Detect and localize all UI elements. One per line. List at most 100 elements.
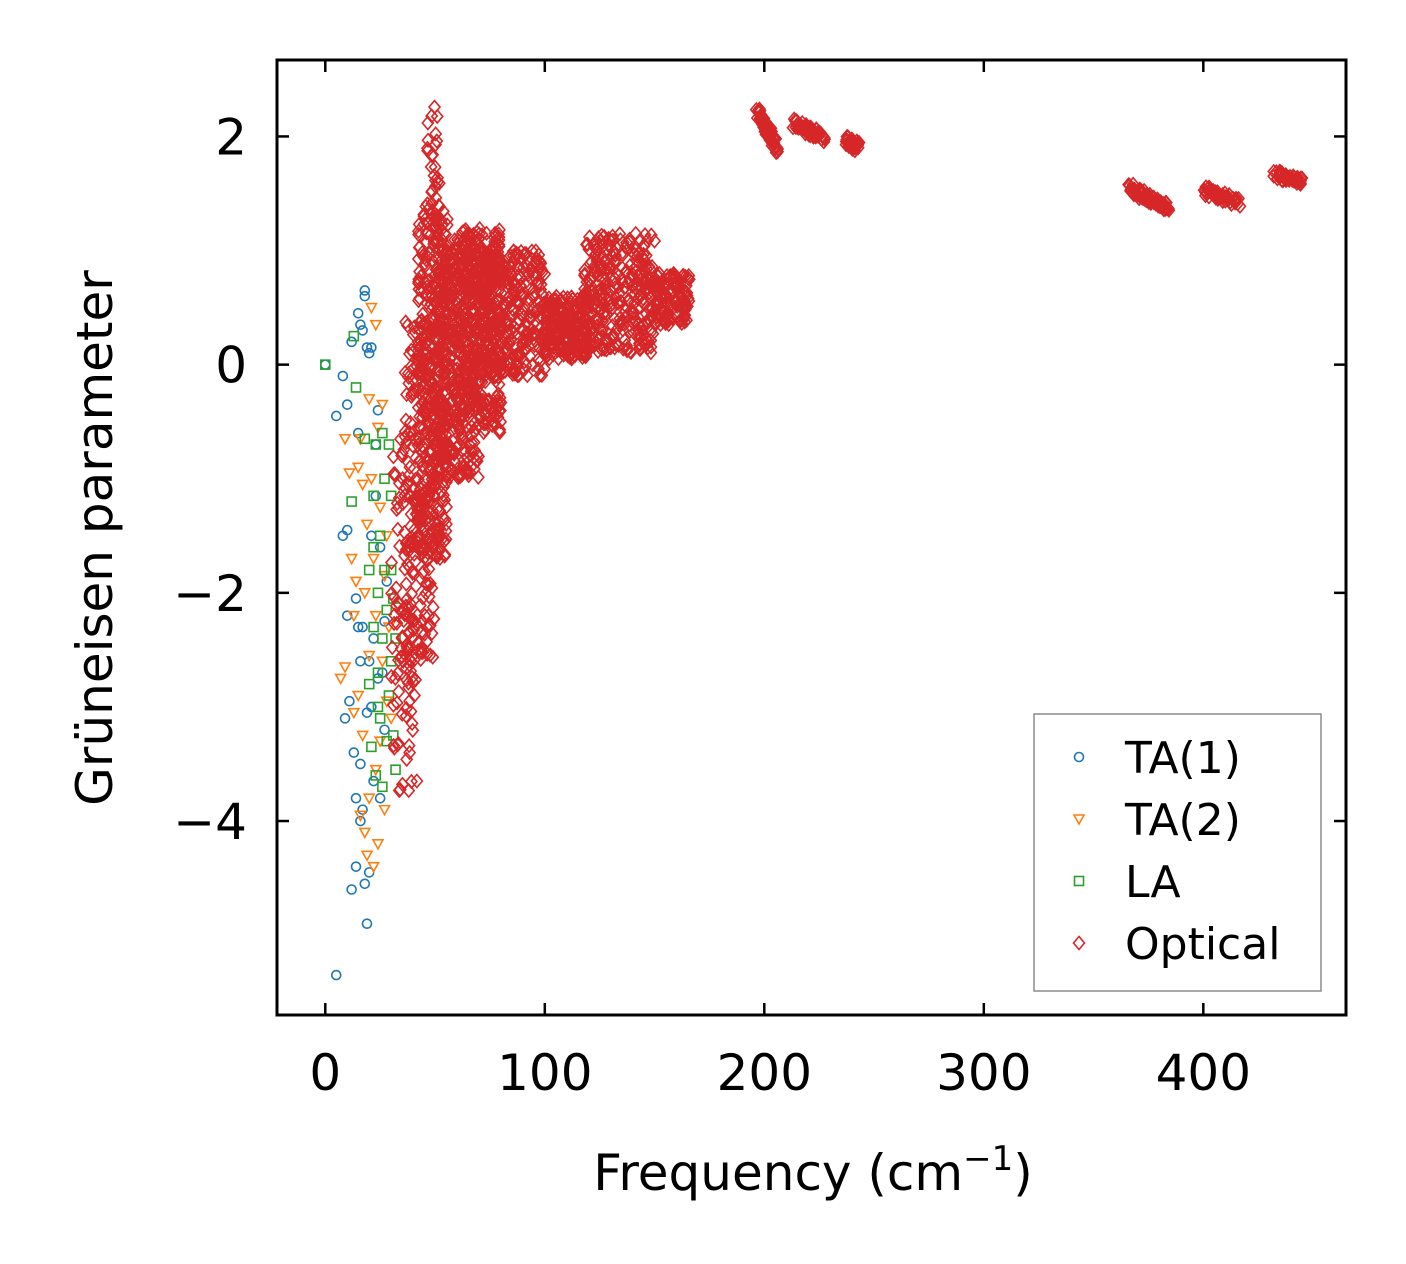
data-point [430, 234, 444, 251]
data-point [477, 305, 491, 321]
data-point [620, 234, 634, 251]
data-point [361, 342, 373, 353]
data-point [1197, 182, 1211, 198]
data-point [363, 655, 375, 667]
data-point [658, 288, 672, 304]
data-point [422, 379, 436, 396]
data-point [480, 252, 494, 268]
data-point [431, 470, 445, 486]
data-point [427, 611, 441, 627]
data-point [763, 124, 777, 141]
data-point [598, 271, 613, 288]
data-point [493, 359, 507, 376]
x-axis-label: Frequency (cm−1) [593, 1139, 1033, 1202]
data-point [357, 621, 368, 633]
data-point [597, 341, 611, 357]
data-point [493, 348, 507, 365]
data-point [356, 730, 369, 743]
data-point [319, 359, 331, 370]
data-point [460, 270, 474, 287]
data-point [761, 119, 775, 135]
data-point [343, 468, 356, 480]
data-point [392, 596, 406, 612]
data-point [403, 414, 417, 431]
data-point [352, 427, 364, 439]
data-point [412, 527, 426, 543]
data-point [429, 295, 444, 312]
data-point [529, 250, 543, 267]
data-point [542, 337, 556, 353]
data-point [417, 550, 432, 566]
data-point [366, 741, 377, 753]
data-point [413, 500, 427, 517]
data-point [356, 479, 369, 492]
data-point [416, 539, 430, 556]
data-point [468, 241, 482, 257]
data-point [455, 248, 469, 264]
data-point [572, 333, 586, 349]
data-point [402, 375, 416, 392]
data-point [338, 662, 352, 674]
data-point [584, 283, 598, 299]
data-point [330, 410, 342, 422]
data-point [385, 564, 397, 576]
data-point [395, 445, 409, 461]
data-point [635, 320, 649, 336]
data-point [583, 272, 597, 289]
data-point [433, 311, 447, 328]
data-point [461, 245, 475, 261]
data-point [585, 254, 599, 270]
data-point [439, 444, 453, 461]
data-point [347, 610, 361, 623]
data-point [590, 241, 605, 257]
data-point [526, 325, 540, 342]
data-point [416, 495, 430, 512]
data-point [417, 420, 431, 436]
data-point [666, 310, 680, 327]
data-point [384, 713, 398, 725]
data-point [404, 703, 418, 720]
data-point [452, 270, 466, 287]
data-point [393, 781, 407, 798]
data-point [461, 226, 475, 243]
data-point [638, 283, 652, 299]
data-point [436, 450, 450, 466]
data-point [453, 423, 467, 439]
data-point [451, 369, 465, 385]
data-point [515, 289, 530, 306]
data-point [631, 245, 645, 262]
data-point [582, 241, 596, 258]
data-point [390, 764, 401, 775]
data-point [385, 639, 399, 656]
data-point [358, 588, 372, 600]
data-point [1150, 194, 1164, 211]
data-point [415, 349, 429, 366]
data-point [595, 251, 609, 267]
data-point [419, 576, 433, 592]
data-point [542, 351, 556, 367]
axis-ticks: 0 100 200 300 400 2 0 −2 −4 [173, 60, 1346, 1102]
data-point [412, 271, 426, 288]
data-point [431, 361, 445, 377]
data-point [466, 370, 480, 386]
data-point [483, 293, 497, 309]
data-point [623, 234, 637, 250]
data-point [549, 288, 563, 305]
data-point [661, 283, 676, 299]
data-point [437, 240, 451, 257]
data-point [766, 135, 780, 152]
data-point [601, 291, 615, 308]
data-point [464, 434, 478, 451]
data-point [347, 707, 361, 720]
data-point [630, 248, 644, 265]
data-point [538, 266, 552, 282]
series-la [319, 330, 401, 793]
data-point [546, 336, 560, 352]
data-point [368, 490, 379, 502]
data-point [430, 385, 444, 401]
data-point [529, 266, 543, 283]
data-point [344, 695, 355, 707]
data-point [493, 390, 507, 406]
data-point [350, 861, 362, 872]
data-point [575, 349, 589, 366]
